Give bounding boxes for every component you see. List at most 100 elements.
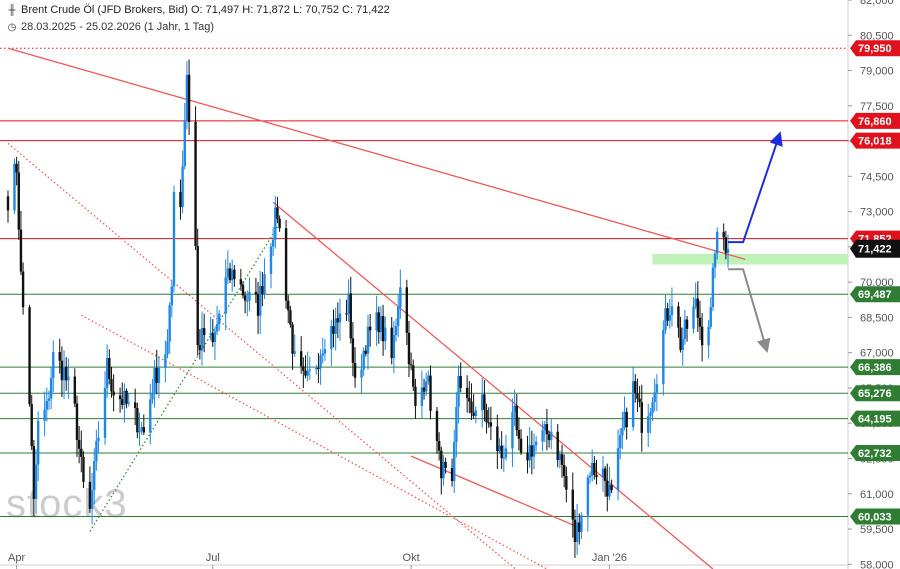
candle-up bbox=[668, 315, 671, 321]
candle-down bbox=[6, 196, 10, 211]
level-price-label-bg bbox=[850, 508, 900, 525]
candle-up bbox=[621, 427, 624, 436]
candle-down bbox=[302, 366, 305, 371]
candle-up bbox=[138, 430, 141, 433]
candle-up bbox=[670, 306, 674, 316]
candle-down bbox=[562, 464, 566, 477]
candle-down bbox=[196, 246, 199, 346]
candle-down bbox=[724, 237, 728, 253]
candle-up bbox=[259, 286, 262, 316]
candle-down bbox=[560, 454, 564, 465]
candles bbox=[6, 59, 730, 559]
y-tick-label: 59,500 bbox=[860, 524, 894, 536]
candle-up bbox=[248, 291, 251, 301]
candle-up bbox=[213, 331, 217, 343]
candle-up bbox=[323, 349, 327, 354]
candle-up bbox=[13, 163, 16, 211]
candle-down bbox=[459, 375, 462, 388]
candle-up bbox=[709, 307, 712, 327]
candle-up bbox=[375, 312, 378, 331]
level-price-label: 64,195 bbox=[858, 414, 892, 426]
candle-up bbox=[396, 306, 400, 326]
candle-up bbox=[274, 207, 277, 240]
candle-up bbox=[550, 431, 553, 441]
y-tick-label: 73,000 bbox=[860, 207, 894, 219]
candle-up bbox=[425, 381, 428, 392]
candle-up bbox=[588, 475, 592, 478]
candle-down bbox=[517, 429, 521, 439]
candle-up bbox=[541, 430, 544, 442]
candle-down bbox=[60, 360, 64, 381]
candle-up bbox=[90, 490, 94, 509]
candle-down bbox=[211, 333, 214, 343]
candle-down bbox=[390, 327, 393, 359]
candle-down bbox=[353, 362, 357, 378]
support-zone bbox=[652, 253, 848, 265]
candle-down bbox=[17, 172, 20, 230]
candle-up bbox=[619, 435, 622, 449]
candle-up bbox=[334, 318, 337, 334]
x-tick-label: Jul bbox=[206, 552, 220, 564]
candle-up bbox=[502, 457, 506, 459]
candle-down bbox=[179, 192, 182, 207]
candle-up bbox=[151, 393, 154, 400]
candle-down bbox=[187, 74, 191, 122]
candle-down bbox=[345, 313, 348, 315]
candle-down bbox=[545, 424, 549, 435]
candle-up bbox=[166, 341, 169, 355]
candle-down bbox=[515, 405, 518, 430]
level-price-label-bg bbox=[850, 385, 900, 402]
y-tick-label: 82,000 bbox=[860, 0, 894, 7]
candle-down bbox=[444, 461, 447, 468]
candle-up bbox=[631, 381, 635, 428]
candle-down bbox=[530, 445, 534, 457]
candle-down bbox=[422, 387, 426, 392]
candle-down bbox=[228, 268, 232, 281]
candle-up bbox=[330, 326, 333, 350]
candle-down bbox=[142, 427, 146, 433]
candle-up bbox=[379, 316, 383, 333]
candle-up bbox=[575, 522, 579, 542]
candle-down bbox=[15, 163, 18, 173]
candle-down bbox=[595, 474, 598, 478]
candle-down bbox=[299, 351, 303, 367]
level-price-label: 76,018 bbox=[858, 136, 892, 148]
trendline bbox=[410, 455, 578, 528]
candle-down bbox=[470, 401, 473, 413]
candle-up bbox=[362, 350, 365, 370]
candle-down bbox=[405, 287, 409, 333]
support-zone-band bbox=[652, 253, 848, 265]
y-tick-label: 74,500 bbox=[860, 171, 894, 183]
horizontal-levels bbox=[0, 47, 848, 517]
candle-down bbox=[30, 404, 33, 447]
candle-up bbox=[534, 441, 538, 446]
candle-down bbox=[136, 407, 139, 433]
candle-up bbox=[623, 411, 626, 428]
candle-up bbox=[707, 326, 710, 346]
trendline bbox=[272, 201, 714, 569]
level-price-label-bg bbox=[850, 132, 900, 149]
candle-down bbox=[696, 298, 700, 318]
candle-down bbox=[80, 448, 83, 457]
candle-down bbox=[571, 489, 574, 520]
candle-up bbox=[306, 370, 309, 376]
candle-up bbox=[181, 166, 184, 207]
candle-up bbox=[263, 273, 266, 294]
candle-up bbox=[713, 253, 717, 268]
x-axis: Apr Jul Okt Jan '26 bbox=[0, 552, 848, 569]
candle-up bbox=[149, 399, 152, 433]
candle-down bbox=[485, 409, 488, 423]
trendline bbox=[89, 223, 281, 532]
candle-up bbox=[172, 192, 176, 287]
candle-up bbox=[168, 305, 171, 342]
level-price-label: 66,386 bbox=[858, 362, 892, 374]
candle-down bbox=[243, 295, 247, 301]
projection-arrow bbox=[728, 131, 783, 244]
candle-up bbox=[498, 445, 501, 452]
candle-up bbox=[170, 286, 174, 306]
x-tick-label: Jan '26 bbox=[592, 552, 627, 564]
candle-down bbox=[241, 284, 245, 296]
candle-down bbox=[351, 338, 355, 363]
candle-up bbox=[655, 384, 659, 393]
